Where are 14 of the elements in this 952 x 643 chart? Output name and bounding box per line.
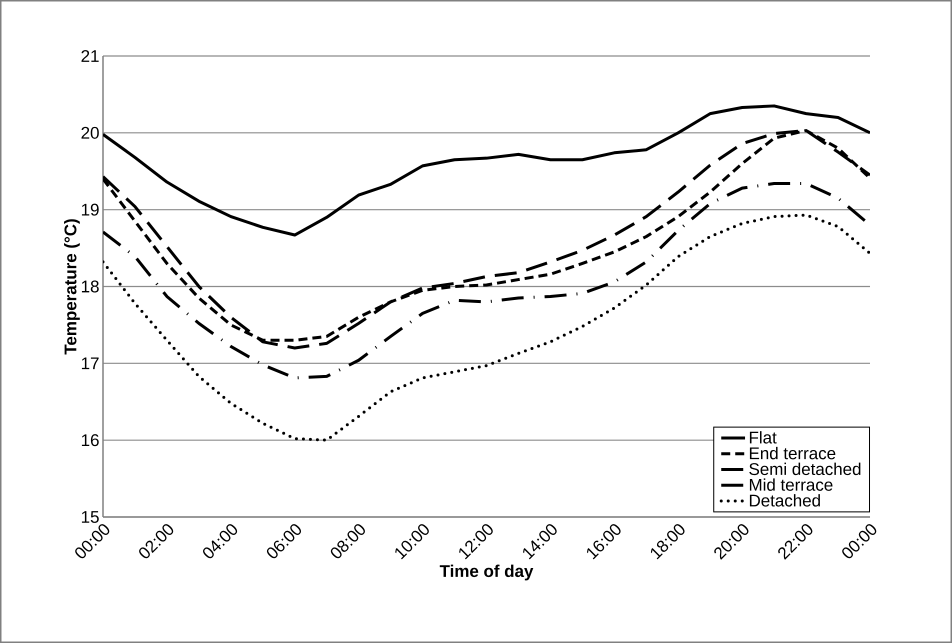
- y-tick-label: 15: [82, 511, 99, 523]
- legend-label: Flat: [750, 431, 777, 444]
- y-tick-label: 19: [82, 204, 99, 216]
- y-tick-label: 17: [82, 358, 99, 370]
- legend-label: Semi detached: [749, 462, 860, 476]
- y-tick-label: 20: [82, 126, 99, 139]
- legend-label: Detached: [750, 494, 820, 507]
- y-tick-label: 18: [82, 280, 99, 292]
- y-axis-title: Temperature (°C): [64, 219, 80, 354]
- legend-label: Mid terrace: [750, 478, 832, 491]
- legend-label: End terrace: [750, 446, 836, 460]
- y-tick-label: 21: [82, 50, 99, 62]
- y-tick-label: 16: [82, 434, 99, 446]
- x-axis-title: Time of day: [440, 564, 534, 580]
